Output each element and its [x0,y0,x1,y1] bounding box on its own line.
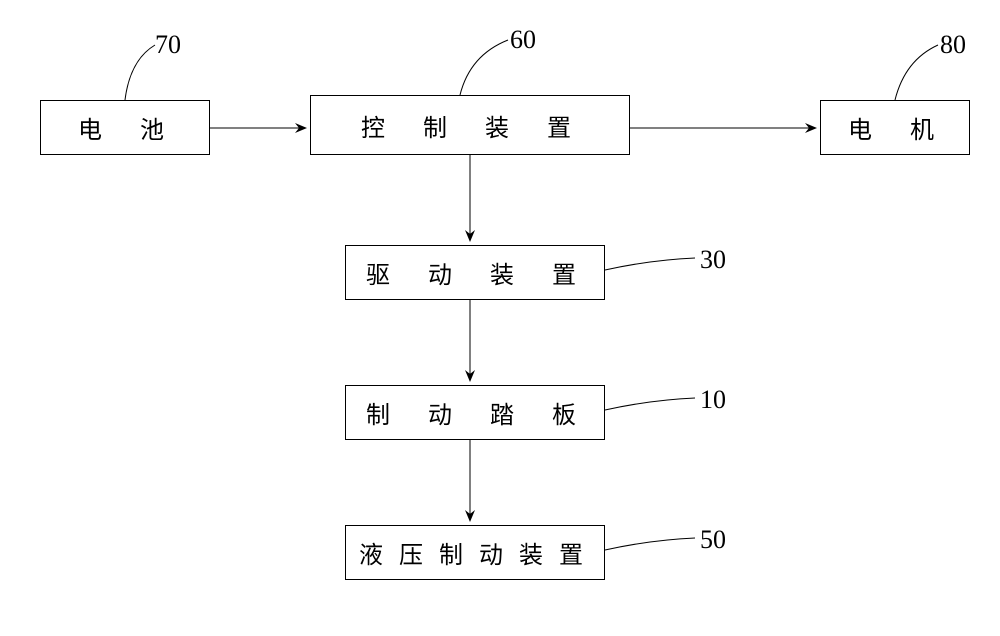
node-controller: 控 制 装 置 [310,95,630,155]
leader-4 [605,398,695,410]
node-battery: 电 池 [40,100,210,155]
node-motor-text: 电 机 [840,110,950,145]
leader-5 [605,538,695,550]
node-battery-text: 电 池 [70,110,180,145]
label-30: 30 [700,245,726,275]
node-motor: 电 机 [820,100,970,155]
leader-3 [605,258,695,270]
label-80: 80 [940,30,966,60]
leader-2 [895,45,938,100]
node-controller-text: 控 制 装 置 [353,108,587,143]
label-50: 50 [700,525,726,555]
leader-1 [460,40,508,95]
node-drive-text: 驱 动 装 置 [358,255,592,290]
node-pedal: 制 动 踏 板 [345,385,605,440]
label-60: 60 [510,25,536,55]
node-drive: 驱 动 装 置 [345,245,605,300]
diagram-canvas: 电 池 控 制 装 置 电 机驱 动 装 置制 动 踏 板液压制动装置 70 60 80 3… [0,0,1000,636]
node-hydraulic: 液压制动装置 [345,525,605,580]
node-pedal-text: 制 动 踏 板 [358,395,592,430]
label-70: 70 [155,30,181,60]
node-hydraulic-text: 液压制动装置 [351,535,599,570]
leader-0 [125,45,155,100]
label-10: 10 [700,385,726,415]
